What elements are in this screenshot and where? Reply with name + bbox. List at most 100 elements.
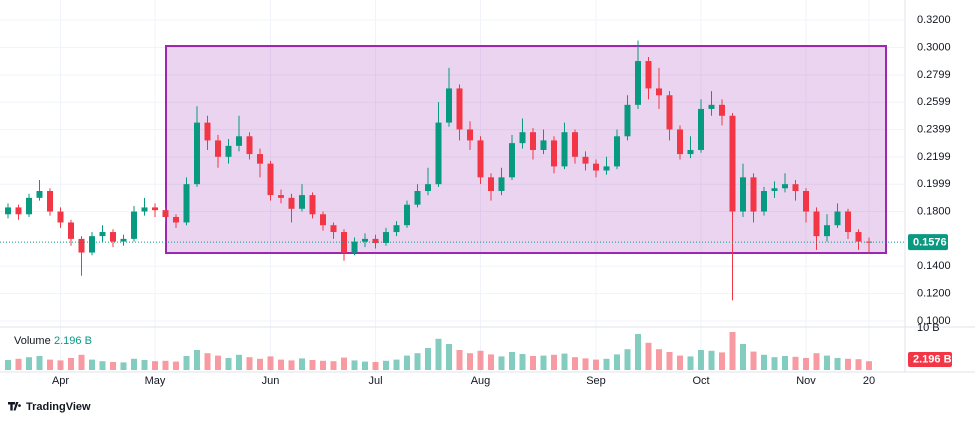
- volume-bar: [834, 358, 841, 370]
- volume-bar: [551, 354, 557, 370]
- candle-body: [15, 207, 22, 215]
- candle-body: [509, 143, 515, 178]
- volume-bar: [498, 356, 505, 370]
- y-tick-label: 0.2199: [917, 151, 951, 163]
- y-tick-label: 0.1000: [917, 315, 951, 327]
- y-tick-label: 0.3200: [917, 14, 951, 26]
- volume-bar: [215, 355, 221, 370]
- candle-body: [593, 163, 599, 171]
- volume-bar: [341, 357, 347, 370]
- volume-bar: [362, 361, 368, 370]
- volume-bar: [540, 355, 547, 370]
- candle-body: [834, 211, 841, 226]
- candle-body: [309, 195, 316, 215]
- candle-body: [855, 232, 862, 242]
- plot: [0, 40, 905, 370]
- logo: TradingView: [8, 401, 91, 413]
- volume-bar: [435, 338, 442, 370]
- volume-bar: [257, 358, 263, 370]
- volume-bar: [152, 361, 158, 370]
- volume-bar: [141, 360, 148, 370]
- volume-bar: [488, 354, 494, 370]
- volume-bar: [771, 357, 778, 370]
- candle-body: [236, 136, 242, 146]
- volume-bar: [26, 357, 32, 370]
- candle-body: [771, 188, 778, 192]
- volume-bar: [792, 356, 799, 370]
- candle-body: [99, 232, 106, 237]
- candle-body: [813, 211, 820, 237]
- candle-body: [393, 225, 400, 233]
- volume-bar: [782, 356, 788, 370]
- candle-body: [47, 191, 53, 212]
- candle-body: [708, 104, 715, 109]
- candle-body: [740, 177, 746, 212]
- volume-bar: [204, 353, 211, 370]
- volume-bar: [414, 353, 421, 370]
- volume-tick-label: 10 B: [917, 322, 940, 334]
- candle-body: [467, 129, 473, 141]
- candle-body: [435, 122, 442, 185]
- candle-body: [750, 177, 757, 212]
- candle-body: [540, 140, 547, 150]
- candle-body: [551, 140, 557, 167]
- candle-body: [162, 210, 169, 217]
- candle-body: [414, 191, 421, 205]
- candle-body: [194, 122, 200, 185]
- volume-bar: [845, 358, 851, 370]
- volume-bar: [813, 353, 820, 370]
- candle-body: [246, 136, 253, 155]
- candle-body: [299, 195, 305, 209]
- x-tick-label: Oct: [692, 375, 709, 387]
- volume-tag: [908, 352, 952, 367]
- candle-body: [656, 88, 662, 96]
- volume-bar: [803, 358, 809, 370]
- candle-body: [404, 204, 410, 226]
- candle-body: [687, 149, 694, 155]
- candle-body: [845, 211, 851, 233]
- candle-body: [183, 184, 190, 223]
- candle-body: [488, 177, 494, 192]
- candle-body: [288, 197, 295, 209]
- volume-bar: [635, 334, 641, 370]
- volume-bar: [729, 332, 736, 370]
- volume-bar: [351, 360, 358, 370]
- candle-body: [645, 61, 652, 89]
- volume-bar: [393, 359, 400, 370]
- volume-bar: [383, 360, 389, 370]
- y-tick-label: 0.2799: [917, 69, 951, 81]
- candle-body: [446, 88, 452, 123]
- candle-body: [666, 95, 673, 130]
- volume-bar: [509, 352, 515, 370]
- volume-bar: [687, 356, 694, 370]
- volume-bar: [855, 359, 862, 370]
- volume-bar: [278, 359, 284, 370]
- y-tick-label: 0.1800: [917, 205, 951, 217]
- candle-body: [57, 211, 64, 223]
- volume-bar: [561, 353, 568, 370]
- volume-bar: [740, 344, 746, 370]
- volume-tag-label: 2.196 B: [913, 353, 952, 365]
- candle-body: [677, 129, 683, 155]
- volume-bar: [236, 354, 242, 370]
- volume-bar: [173, 361, 179, 370]
- volume-bar: [719, 352, 725, 370]
- y-tick-label: 0.1200: [917, 287, 951, 299]
- volume-bar: [47, 359, 53, 370]
- volume-bar: [456, 350, 463, 370]
- volume-bar: [288, 360, 295, 370]
- candle-body: [782, 184, 788, 189]
- x-tick-label: Sep: [586, 375, 606, 387]
- volume-bar: [824, 355, 830, 370]
- candle-body: [719, 104, 725, 116]
- volume-bar: [89, 359, 95, 370]
- volume-bar: [666, 352, 673, 370]
- y-tick-label: 0.2599: [917, 96, 951, 108]
- x-tick-label: May: [145, 375, 166, 387]
- candle-body: [320, 214, 326, 226]
- volume-bar: [593, 359, 599, 370]
- volume-bar: [162, 360, 169, 370]
- volume-bar: [645, 342, 652, 370]
- candle-body: [330, 225, 337, 233]
